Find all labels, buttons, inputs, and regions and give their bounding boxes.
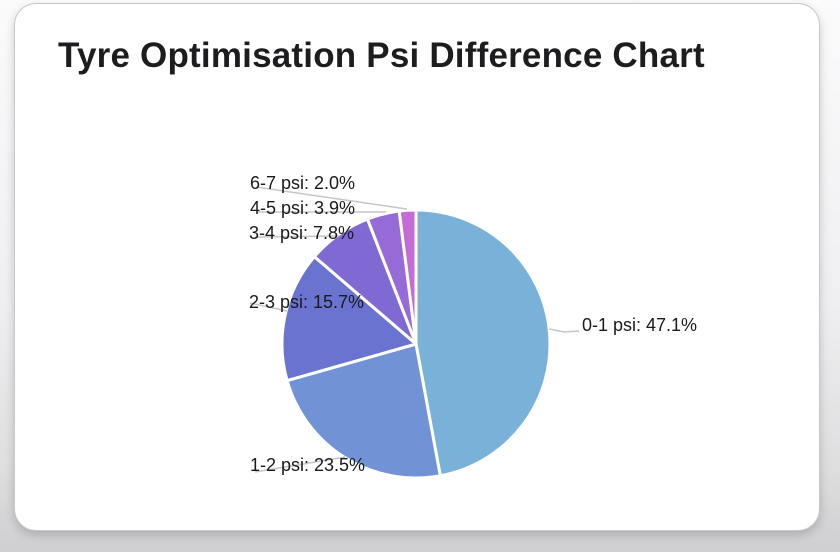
- chart-title: Tyre Optimisation Psi Difference Chart: [58, 36, 705, 75]
- pie-slice-2-3-psi[interactable]: [280, 255, 418, 383]
- pie-slice-6-7-psi[interactable]: [397, 208, 418, 346]
- pie-slice-1-2-psi[interactable]: [285, 342, 442, 480]
